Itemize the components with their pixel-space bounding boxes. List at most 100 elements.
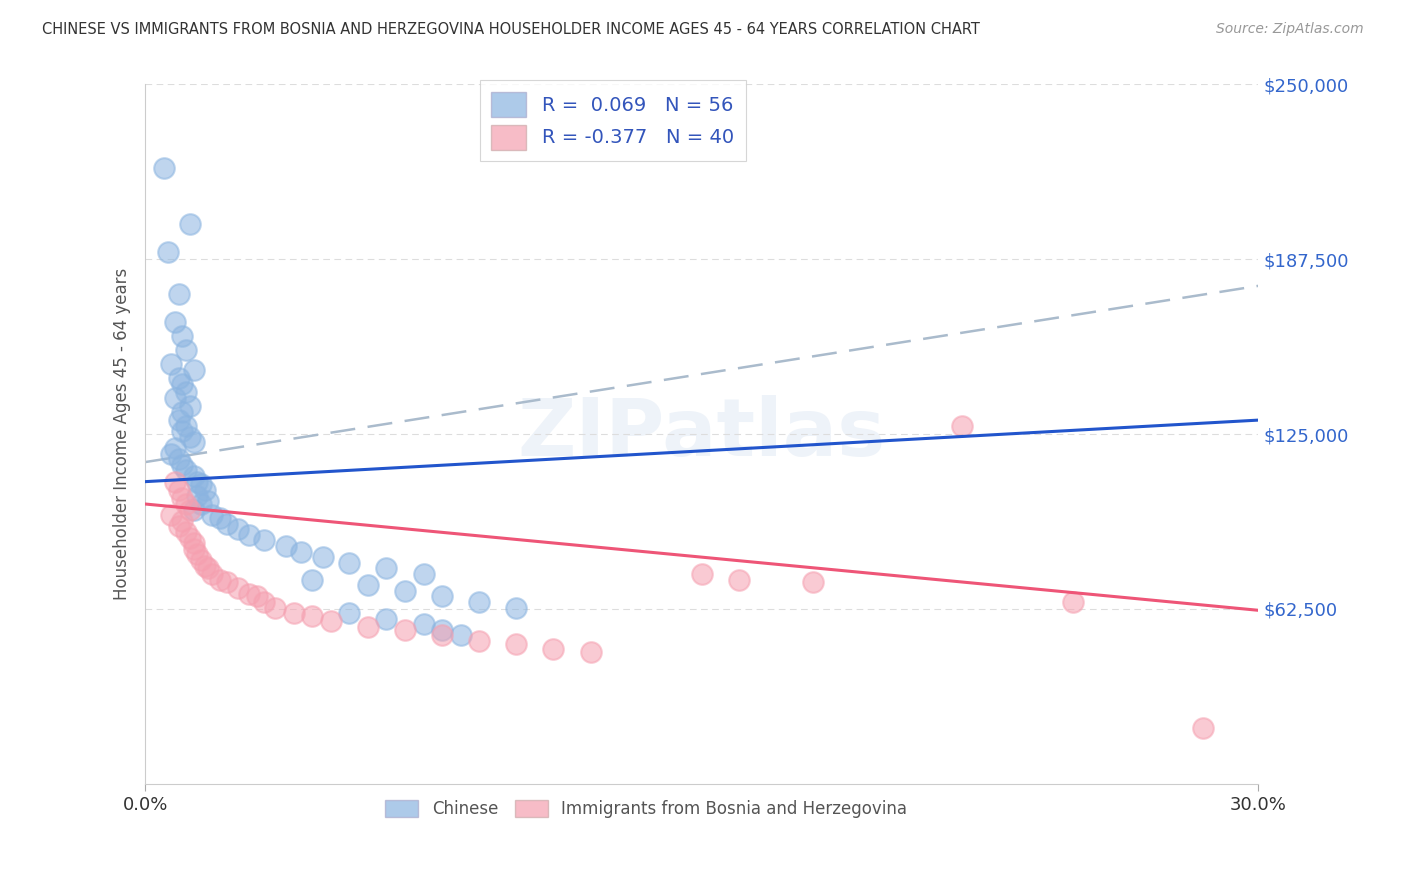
Point [505, 637, 527, 651]
Text: Source: ZipAtlas.com: Source: ZipAtlas.com [1216, 22, 1364, 37]
Point [337, 606, 360, 620]
Point [186, 475, 208, 489]
Point [167, 483, 190, 497]
Point [412, 617, 434, 632]
Point [160, 447, 183, 461]
Text: ZIPatlas: ZIPatlas [517, 395, 886, 473]
Point [183, 541, 205, 556]
Point [253, 595, 276, 609]
Point [253, 533, 276, 548]
Point [172, 405, 194, 419]
Point [197, 494, 219, 508]
Point [301, 608, 323, 623]
Point [167, 371, 190, 385]
Point [375, 612, 398, 626]
Point [174, 463, 197, 477]
Point [167, 287, 190, 301]
Point [505, 600, 527, 615]
Point [167, 519, 190, 533]
Point [179, 217, 201, 231]
Point [412, 566, 434, 581]
Point [172, 329, 194, 343]
Point [179, 502, 201, 516]
Point [194, 483, 217, 497]
Point [179, 399, 201, 413]
Point [179, 430, 201, 444]
Point [430, 623, 453, 637]
Point [312, 550, 335, 565]
Point [394, 583, 416, 598]
Point [215, 575, 238, 590]
Point [450, 628, 472, 642]
Point [179, 531, 201, 545]
Point [357, 578, 380, 592]
Point [186, 489, 208, 503]
Legend: Chinese, Immigrants from Bosnia and Herzegovina: Chinese, Immigrants from Bosnia and Herz… [378, 793, 914, 824]
Point [238, 586, 260, 600]
Point [174, 497, 197, 511]
Point [290, 544, 312, 558]
Point [690, 566, 713, 581]
Point [430, 590, 453, 604]
Point [163, 391, 186, 405]
Point [172, 458, 194, 472]
Point [186, 547, 208, 561]
Point [543, 642, 565, 657]
Point [183, 363, 205, 377]
Point [174, 524, 197, 539]
Point [174, 343, 197, 358]
Point [283, 606, 305, 620]
Point [167, 413, 190, 427]
Point [172, 514, 194, 528]
Y-axis label: Householder Income Ages 45 - 64 years: Householder Income Ages 45 - 64 years [114, 268, 131, 600]
Point [153, 161, 176, 176]
Point [950, 418, 973, 433]
Point [728, 573, 751, 587]
Point [194, 558, 217, 573]
Point [172, 425, 194, 439]
Point [430, 628, 453, 642]
Point [337, 556, 360, 570]
Point [156, 245, 179, 260]
Point [357, 620, 380, 634]
Point [375, 561, 398, 575]
Point [226, 581, 249, 595]
Point [238, 528, 260, 542]
Point [160, 357, 183, 371]
Point [246, 590, 269, 604]
Point [201, 566, 224, 581]
Point [1191, 721, 1213, 735]
Point [183, 435, 205, 450]
Point [183, 502, 205, 516]
Point [208, 511, 231, 525]
Point [579, 645, 602, 659]
Point [163, 441, 186, 455]
Point [226, 522, 249, 536]
Point [201, 508, 224, 523]
Point [264, 600, 287, 615]
Point [172, 491, 194, 506]
Point [174, 418, 197, 433]
Point [167, 452, 190, 467]
Point [190, 553, 212, 567]
Point [190, 497, 212, 511]
Point [160, 508, 183, 523]
Point [197, 561, 219, 575]
Point [183, 536, 205, 550]
Point [801, 575, 824, 590]
Point [208, 573, 231, 587]
Point [174, 385, 197, 400]
Point [468, 595, 491, 609]
Point [183, 469, 205, 483]
Point [394, 623, 416, 637]
Point [163, 315, 186, 329]
Point [319, 615, 342, 629]
Point [172, 376, 194, 391]
Point [276, 539, 298, 553]
Point [301, 573, 323, 587]
Text: CHINESE VS IMMIGRANTS FROM BOSNIA AND HERZEGOVINA HOUSEHOLDER INCOME AGES 45 - 6: CHINESE VS IMMIGRANTS FROM BOSNIA AND HE… [42, 22, 980, 37]
Point [163, 475, 186, 489]
Point [468, 634, 491, 648]
Point [190, 477, 212, 491]
Point [215, 516, 238, 531]
